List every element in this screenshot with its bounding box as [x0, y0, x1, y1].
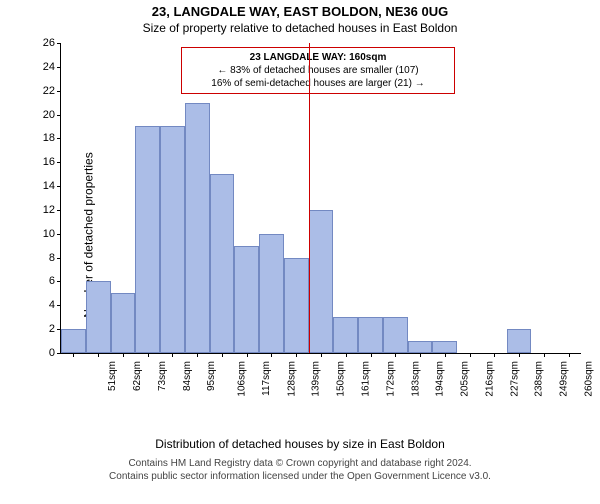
histogram-bar: [333, 317, 358, 353]
xtick-mark: [321, 353, 322, 357]
histogram-bar: [259, 234, 284, 353]
ytick-label: 18: [31, 132, 55, 144]
xtick-label: 194sqm: [435, 361, 446, 397]
ytick-mark: [57, 353, 61, 354]
ytick-mark: [57, 186, 61, 187]
xtick-label: 260sqm: [583, 361, 594, 397]
xtick-mark: [395, 353, 396, 357]
histogram-bar: [160, 126, 185, 353]
ytick-label: 16: [31, 156, 55, 168]
ytick-label: 12: [31, 204, 55, 216]
ytick-label: 4: [31, 299, 55, 311]
chart-wrap: Number of detached properties 23 LANGDAL…: [0, 35, 600, 435]
xtick-label: 183sqm: [410, 361, 421, 397]
xtick-mark: [172, 353, 173, 357]
ytick-mark: [57, 162, 61, 163]
xtick-label: 238sqm: [534, 361, 545, 397]
ytick-mark: [57, 234, 61, 235]
xtick-mark: [222, 353, 223, 357]
ytick-mark: [57, 138, 61, 139]
xtick-mark: [470, 353, 471, 357]
chart-title-block: 23, LANGDALE WAY, EAST BOLDON, NE36 0UG …: [0, 4, 600, 35]
xtick-mark: [271, 353, 272, 357]
histogram-bar: [111, 293, 136, 353]
xtick-label: 205sqm: [460, 361, 471, 397]
xtick-mark: [371, 353, 372, 357]
xtick-label: 139sqm: [311, 361, 322, 397]
ytick-label: 20: [31, 109, 55, 121]
ytick-label: 2: [31, 323, 55, 335]
histogram-bar: [185, 103, 210, 353]
histogram-bar: [61, 329, 86, 353]
xtick-label: 62sqm: [132, 361, 143, 391]
xtick-mark: [123, 353, 124, 357]
ytick-mark: [57, 281, 61, 282]
xtick-label: 95sqm: [206, 361, 217, 391]
xtick-mark: [197, 353, 198, 357]
x-axis-label: Distribution of detached houses by size …: [0, 437, 600, 451]
ytick-mark: [57, 258, 61, 259]
xtick-label: 84sqm: [182, 361, 193, 391]
histogram-bar: [432, 341, 457, 353]
histogram-bar: [135, 126, 160, 353]
xtick-label: 150sqm: [336, 361, 347, 397]
info-box-line1: 23 LANGDALE WAY: 160sqm: [188, 51, 448, 64]
plot-area: 23 LANGDALE WAY: 160sqm ← 83% of detache…: [60, 43, 581, 354]
xtick-mark: [519, 353, 520, 357]
xtick-mark: [544, 353, 545, 357]
histogram-bar: [383, 317, 408, 353]
ytick-label: 10: [31, 228, 55, 240]
info-box-line3: 16% of semi-detached houses are larger (…: [188, 77, 448, 90]
ytick-mark: [57, 210, 61, 211]
ytick-label: 22: [31, 85, 55, 97]
ytick-mark: [57, 43, 61, 44]
ytick-mark: [57, 67, 61, 68]
xtick-label: 249sqm: [559, 361, 570, 397]
info-box: 23 LANGDALE WAY: 160sqm ← 83% of detache…: [181, 47, 455, 94]
histogram-bar: [309, 210, 334, 353]
ytick-label: 0: [31, 347, 55, 359]
histogram-bar: [358, 317, 383, 353]
chart-title: 23, LANGDALE WAY, EAST BOLDON, NE36 0UG: [0, 4, 600, 19]
ytick-label: 8: [31, 252, 55, 264]
ytick-label: 6: [31, 275, 55, 287]
xtick-label: 73sqm: [157, 361, 168, 391]
histogram-bar: [210, 174, 235, 353]
histogram-bar: [284, 258, 309, 353]
histogram-bar: [234, 246, 259, 353]
footer: Contains HM Land Registry data © Crown c…: [0, 457, 600, 483]
chart-subtitle: Size of property relative to detached ho…: [0, 21, 600, 35]
xtick-label: 216sqm: [484, 361, 495, 397]
xtick-mark: [445, 353, 446, 357]
ytick-label: 24: [31, 61, 55, 73]
xtick-mark: [346, 353, 347, 357]
xtick-label: 227sqm: [509, 361, 520, 397]
xtick-label: 117sqm: [261, 361, 272, 396]
xtick-label: 172sqm: [385, 361, 396, 397]
xtick-mark: [420, 353, 421, 357]
ytick-label: 26: [31, 37, 55, 49]
xtick-mark: [296, 353, 297, 357]
histogram-bar: [408, 341, 433, 353]
footer-line1: Contains HM Land Registry data © Crown c…: [0, 457, 600, 470]
xtick-mark: [569, 353, 570, 357]
histogram-bar: [507, 329, 532, 353]
footer-line2: Contains public sector information licen…: [0, 470, 600, 483]
ytick-label: 14: [31, 180, 55, 192]
xtick-label: 51sqm: [107, 361, 118, 391]
xtick-label: 128sqm: [286, 361, 297, 397]
xtick-mark: [494, 353, 495, 357]
xtick-mark: [247, 353, 248, 357]
xtick-mark: [98, 353, 99, 357]
info-box-line2: ← 83% of detached houses are smaller (10…: [188, 64, 448, 77]
xtick-mark: [73, 353, 74, 357]
xtick-mark: [148, 353, 149, 357]
histogram-bar: [86, 281, 111, 353]
xtick-label: 161sqm: [361, 361, 372, 397]
ytick-mark: [57, 305, 61, 306]
ytick-mark: [57, 115, 61, 116]
xtick-label: 106sqm: [237, 361, 248, 397]
ytick-mark: [57, 91, 61, 92]
marker-line: [309, 43, 310, 353]
